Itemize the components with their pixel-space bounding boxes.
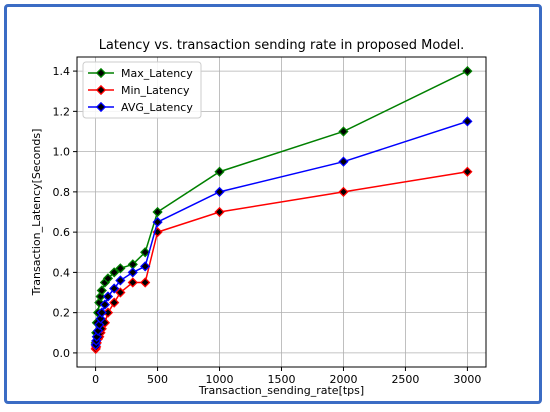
min-latency-point [338, 186, 349, 197]
x-tick-label: 500 [147, 373, 168, 386]
avg-latency-point [214, 186, 225, 197]
min-latency-point [140, 277, 151, 288]
max-latency-point [96, 285, 107, 296]
avg-latency-point [99, 299, 111, 310]
avg-latency-point [338, 156, 349, 167]
legend-marker [95, 84, 107, 96]
max-latency-point [109, 267, 120, 278]
max-latency-point [338, 126, 349, 137]
legend-marker [95, 101, 107, 113]
x-tick-label: 1000 [206, 373, 234, 386]
x-axis-label: Transaction_sending_rate[tps] [198, 384, 364, 397]
avg-latency-point [140, 261, 151, 272]
x-tick-label: 0 [92, 373, 99, 386]
max-latency-point [462, 65, 473, 77]
min-latency-point [462, 166, 473, 177]
avg-latency-point [102, 291, 114, 302]
legend: Max_Latency Min_Latency AVG_Latency [82, 61, 202, 119]
max-latency-point [102, 273, 114, 284]
x-tick-label: 3000 [453, 373, 481, 386]
avg-latency-point [91, 331, 102, 342]
legend-marker [95, 67, 107, 79]
y-tick-label: 1.0 [53, 146, 71, 159]
legend-item-min-latency: Min_Latency [88, 84, 190, 97]
legend-item-max-latency: Max_Latency [88, 67, 193, 80]
legend-label: Min_Latency [121, 84, 190, 97]
y-tick-label: 0.2 [53, 307, 71, 320]
legend-item-avg-latency: AVG_Latency [88, 101, 193, 114]
avg-latency-point [462, 116, 473, 127]
avg-latency-point [96, 307, 107, 318]
y-axis-ticks: 0.0 0.2 0.4 0.6 0.8 1.0 1.2 1.4 [53, 65, 77, 360]
y-tick-label: 1.4 [53, 65, 71, 78]
y-tick-label: 0.8 [53, 186, 71, 199]
legend-label: Max_Latency [121, 67, 193, 80]
avg-latency-point [109, 283, 120, 294]
y-axis-label: Transaction_Latency[Seconds] [30, 129, 43, 297]
x-tick-label: 2500 [391, 373, 419, 386]
max-latency-point [214, 166, 225, 177]
legend-box [82, 61, 202, 119]
x-axis-ticks: 0 500 1000 1500 2000 2500 3000 [92, 367, 481, 386]
max-latency-point [140, 247, 151, 258]
chart-title: Latency vs. transaction sending rate in … [99, 38, 465, 53]
min-latency-point [214, 206, 225, 218]
series-layer [90, 65, 473, 355]
x-tick-label: 1500 [268, 373, 296, 386]
max-latency-point [115, 263, 126, 274]
series-avg-latency [90, 116, 473, 350]
y-tick-label: 1.2 [53, 105, 71, 118]
min-latency-point [115, 287, 126, 298]
x-tick-label: 2000 [329, 373, 357, 386]
avg-latency-point [127, 267, 138, 278]
avg-latency-point [115, 275, 126, 286]
y-tick-label: 0.0 [53, 347, 71, 360]
avg-latency-point [152, 216, 163, 228]
legend-label: AVG_Latency [121, 101, 193, 114]
min-latency-point [127, 277, 138, 288]
y-tick-label: 0.6 [53, 226, 71, 239]
avg-latency-point [92, 325, 104, 336]
min-latency-point [109, 297, 120, 308]
max-latency-point [152, 206, 163, 218]
y-tick-label: 0.4 [53, 266, 71, 279]
